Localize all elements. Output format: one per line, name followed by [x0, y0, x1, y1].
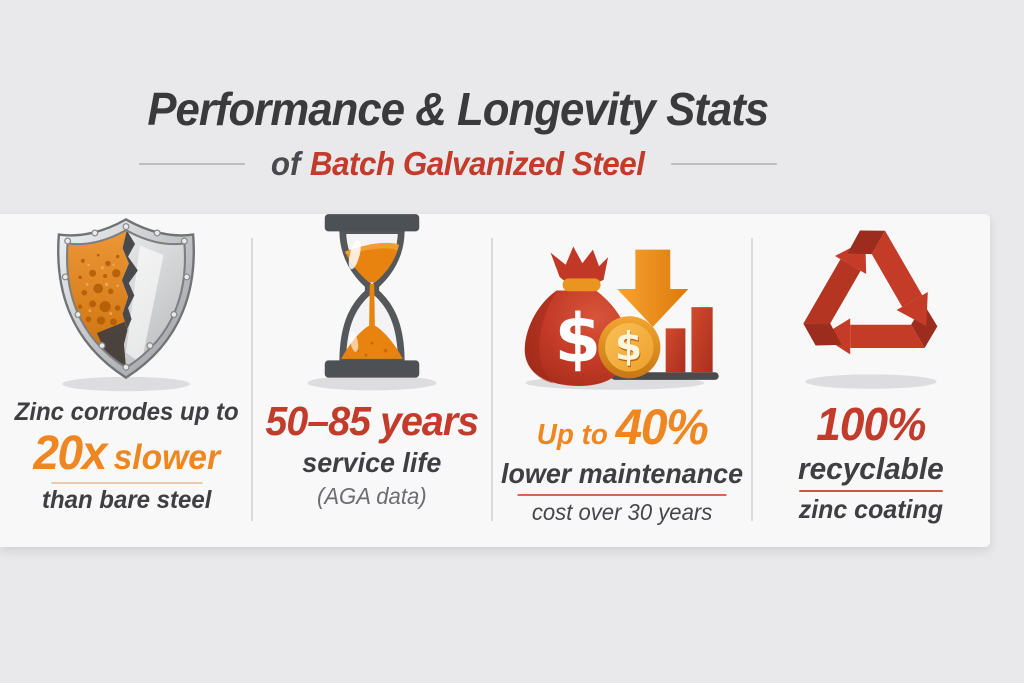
stat-column-corrosion: Zinc corrodes up to 20x slower than bare…: [0, 214, 252, 547]
recycle-icon: [803, 230, 938, 389]
corrosion-intro: Zinc corrodes up to: [14, 398, 239, 426]
maintenance-label: lower maintenance: [501, 458, 744, 489]
underline: [50, 482, 203, 485]
recyclability-value: 100%: [816, 398, 927, 450]
page-title: Performance & Longevity Stats: [147, 83, 770, 135]
subtitle-main: Batch Galvanized Steel: [310, 145, 645, 182]
subtitle-left-rule: [139, 163, 246, 165]
stat-column-service-life: 50–85 years service life (AGA data): [251, 214, 492, 547]
svg-text:$: $: [554, 300, 600, 378]
stat-column-maintenance: $ $ $ Up to 40% lower maintenance cost o…: [491, 214, 752, 547]
header: Performance & Longevity Stats of Batch Ga…: [0, 82, 916, 183]
underline: [799, 489, 944, 492]
maintenance-caption: cost over 30 years: [531, 498, 713, 525]
corrosion-value: 20x slower: [32, 426, 220, 480]
money-savings-icon: $ $ $: [524, 246, 719, 390]
subtitle-right-rule: [670, 163, 777, 165]
recyclability-label: recyclable: [798, 450, 944, 486]
service-life-value: 50–85 years: [265, 398, 480, 444]
service-life-label: service life: [302, 447, 442, 479]
svg-text:$: $: [615, 326, 642, 372]
subtitle-prefix: of: [271, 145, 301, 182]
stat-column-recyclability: 100% recyclable zinc coating: [751, 214, 990, 547]
corroded-shield-icon: [57, 218, 196, 392]
maintenance-value: Up to 40%: [536, 399, 709, 455]
recyclability-caption: zinc coating: [799, 493, 944, 524]
service-life-source: (AGA data): [317, 482, 428, 509]
stats-panel: Zinc corrodes up to 20x slower than bare…: [0, 214, 990, 547]
underline: [517, 493, 727, 496]
svg-text:$: $: [615, 324, 642, 370]
corrosion-caption: than bare steel: [41, 486, 211, 515]
hourglass-icon: [307, 214, 437, 391]
subtitle: of Batch Galvanized Steel: [0, 145, 916, 183]
